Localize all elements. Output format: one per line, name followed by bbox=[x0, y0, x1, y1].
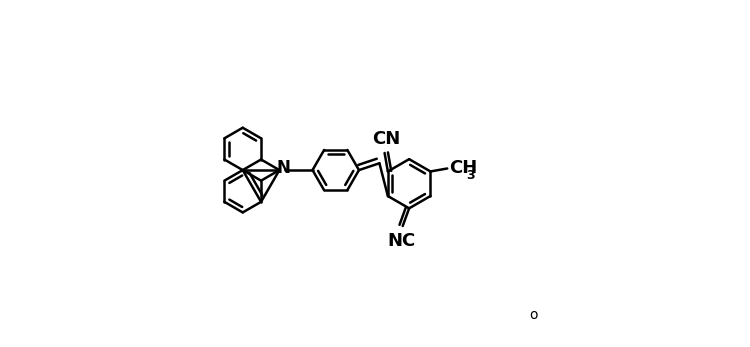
Text: o: o bbox=[530, 308, 538, 322]
Text: CH: CH bbox=[449, 159, 478, 177]
Text: 3: 3 bbox=[466, 169, 475, 183]
Text: N: N bbox=[277, 159, 291, 177]
Text: CN: CN bbox=[372, 130, 400, 148]
Text: NC: NC bbox=[387, 232, 416, 250]
